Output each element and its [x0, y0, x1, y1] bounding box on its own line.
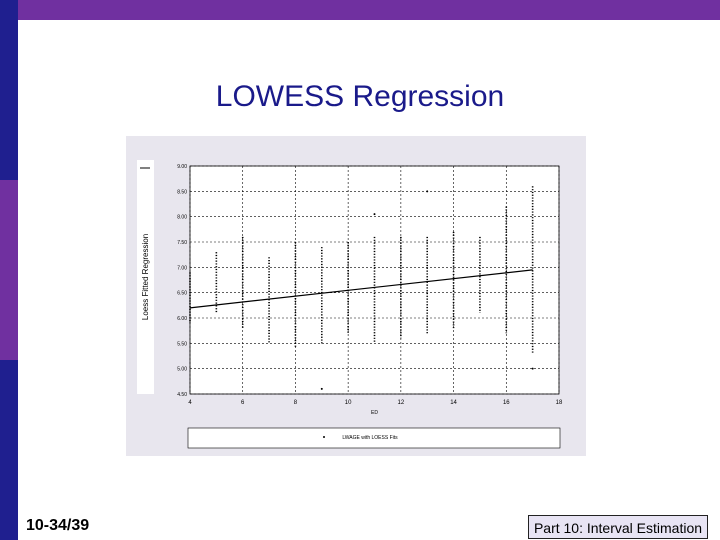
sidebar-block-bottom: [0, 360, 18, 540]
data-points: [189, 186, 534, 390]
y-tick-label: 4.50: [177, 392, 187, 398]
y-tick-label: 6.00: [177, 316, 187, 322]
legend-box: [187, 427, 561, 449]
x-tick-label: 18: [556, 400, 563, 406]
y-axis-label: Loess Fitted Regression: [141, 234, 150, 320]
data-point: [373, 213, 376, 216]
y-tick-label: 5.50: [177, 341, 187, 347]
slide-title: LOWESS Regression: [215, 80, 505, 113]
x-tick-label: 14: [450, 400, 457, 406]
x-tick-label: 4: [188, 400, 192, 406]
top-accent-bar: [0, 0, 720, 20]
legend-label: LWAGE with LOESS Fits: [342, 435, 398, 441]
x-tick-label: 10: [345, 400, 352, 406]
fit-line: [189, 269, 533, 309]
legend-marker: [323, 436, 325, 438]
x-tick-label: 16: [503, 400, 510, 406]
tick-labels: 4 6 8 10 12 14 16 18 4.50 5.00 5.50 6.00 6.50 7.00 7.5…: [177, 164, 563, 406]
y-tick-label: 5.00: [177, 367, 187, 373]
x-tick-label: 12: [398, 400, 405, 406]
x-axis-label: ED: [371, 410, 378, 416]
slide-number: 10-34/39: [26, 517, 90, 534]
data-point: [531, 367, 534, 370]
y-tick-label: 8.50: [177, 189, 187, 195]
y-tick-label: 7.50: [177, 240, 187, 246]
y-tick-label: 8.00: [177, 215, 187, 221]
x-tick-label: 6: [241, 400, 245, 406]
left-accent-bar: [0, 0, 18, 540]
data-point: [426, 190, 429, 193]
x-tick-label: 8: [294, 400, 298, 406]
y-tick-label: 9.00: [177, 164, 187, 170]
grid: [189, 165, 560, 395]
sidebar-block-top: [0, 0, 18, 180]
lowess-chart: Loess Fitted Regression 4 6 8 10 12 14 16 18 4.5…: [126, 136, 586, 456]
data-point: [320, 387, 323, 390]
chart-svg: Loess Fitted Regression 4 6 8 10 12 14 16 18 4.5…: [126, 136, 586, 456]
y-tick-label: 6.50: [177, 291, 187, 297]
y-tick-label: 7.00: [177, 265, 187, 271]
ylabel-panel: [137, 160, 154, 394]
sidebar-block-middle: [0, 180, 18, 360]
footer-label: Part 10: Interval Estimation: [528, 515, 708, 539]
